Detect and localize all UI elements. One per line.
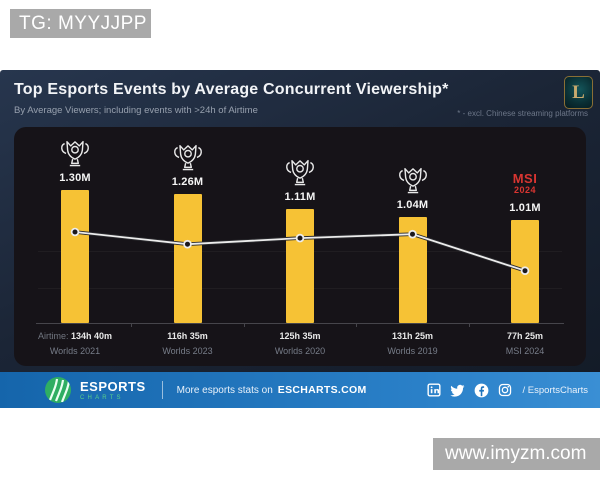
league-of-legends-logo-icon: L	[564, 76, 593, 109]
airtime-label: 125h 35m	[279, 331, 321, 341]
worlds-trophy-icon	[243, 157, 357, 187]
linkedin-icon[interactable]	[426, 383, 441, 397]
event-name-label: Worlds 2019	[387, 346, 438, 356]
viewership-bar	[398, 217, 427, 323]
msi-2024-logo-icon: MSI 2024	[512, 171, 538, 195]
social-handle[interactable]: / EsportsCharts	[522, 384, 588, 396]
worlds-trophy-icon	[131, 142, 245, 172]
social-links: / EsportsCharts	[426, 383, 588, 398]
event-name-label: MSI 2024	[505, 346, 545, 356]
bar-value-label: 1.30M	[59, 172, 91, 184]
escharts-link[interactable]: ESCHARTS.COM	[277, 384, 367, 396]
airtime-label: 131h 25m	[391, 331, 434, 341]
bar-value-label: 1.11M	[284, 191, 316, 203]
esports-chart-card: Top Esports Events by Average Concurrent…	[0, 70, 600, 408]
escharts-logo-icon	[45, 377, 71, 403]
airtime-label: 77h 25m	[506, 331, 544, 341]
footer-divider	[161, 381, 163, 399]
chart-title: Top Esports Events by Average Concurrent…	[14, 81, 449, 98]
brand-line1: ESPORTS	[80, 378, 146, 394]
viewership-bar	[511, 220, 539, 323]
brand-line2: CHARTS	[80, 394, 124, 401]
viewership-bar	[173, 194, 202, 323]
worlds-trophy-icon	[18, 138, 132, 168]
escharts-brand: ESPORTS CHARTS	[80, 380, 146, 401]
axis-tick	[468, 323, 470, 327]
watermark-bottom: www.imyzm.com	[433, 438, 600, 470]
chart-panel: 1.30M Airtime: 134h 40m Worlds 2021 1.26M 11…	[14, 127, 586, 366]
x-axis-baseline	[36, 323, 564, 324]
bar-value-label: 1.26M	[171, 176, 204, 188]
chart-footnote: * - excl. Chinese streaming platforms	[457, 109, 588, 118]
watermark-top: TG: MYYJJPP	[10, 9, 151, 38]
footer-bar: ESPORTS CHARTS More esports stats on ESC…	[0, 372, 600, 408]
twitter-icon[interactable]	[449, 383, 465, 398]
footer-text: More esports stats on	[176, 384, 273, 396]
facebook-icon[interactable]	[474, 383, 489, 398]
axis-tick	[243, 323, 245, 327]
airtime-label: 116h 35m	[167, 331, 208, 341]
worlds-trophy-icon	[356, 165, 470, 195]
event-name-label: Worlds 2021	[49, 346, 101, 356]
axis-tick	[356, 323, 358, 327]
instagram-icon[interactable]	[498, 383, 512, 397]
viewership-bar	[286, 209, 314, 323]
chart-subtitle: By Average Viewers; including events wit…	[14, 105, 258, 116]
event-name-label: Worlds 2020	[274, 346, 326, 356]
bar-value-label: 1.04M	[396, 199, 429, 211]
airtime-label: Airtime: 134h 40m	[37, 331, 113, 341]
bar-value-label: 1.01M	[509, 202, 541, 214]
event-name-label: Worlds 2023	[162, 346, 213, 356]
axis-tick	[131, 323, 133, 327]
viewership-bar	[61, 190, 89, 323]
